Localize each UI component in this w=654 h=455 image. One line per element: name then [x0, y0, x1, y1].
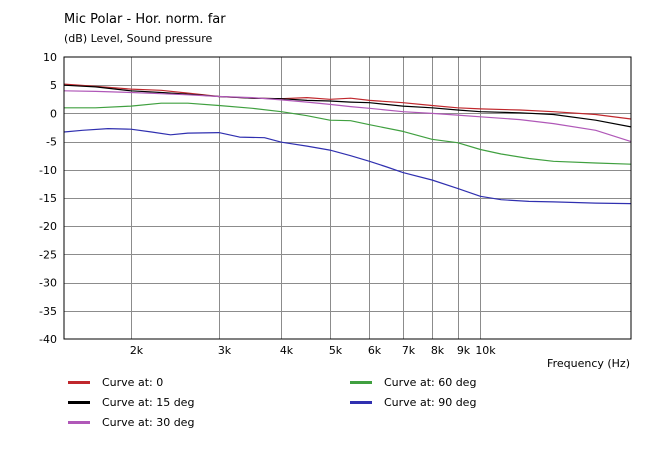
legend-label: Curve at: 15 deg [102, 396, 195, 409]
x-tick-label: 3k [218, 344, 232, 357]
x-tick-label: 6k [368, 344, 382, 357]
x-tick-label: 2k [130, 344, 144, 357]
y-tick-label: 0 [50, 107, 57, 120]
y-tick-label: -15 [39, 192, 57, 205]
legend-swatch [68, 381, 90, 384]
legend-swatch [68, 401, 90, 404]
series-line-2 [63, 84, 632, 128]
legend-label: Curve at: 30 deg [102, 416, 195, 429]
chart-title: Mic Polar - Hor. norm. far [64, 12, 226, 27]
y-tick-label: 10 [43, 51, 57, 64]
legend-label: Curve at: 60 deg [384, 376, 477, 389]
grid-layer [64, 57, 631, 339]
y-tick-label: -10 [39, 164, 57, 177]
y-tick-label: -40 [39, 333, 57, 346]
y-tick-label: -25 [39, 248, 57, 261]
legend-swatch [68, 421, 90, 424]
legend-swatch [350, 401, 372, 404]
legend-swatch [350, 381, 372, 384]
x-tick-label: 10k [475, 344, 496, 357]
x-tick-label: 8k [431, 344, 445, 357]
series-layer [63, 83, 632, 205]
legend-label: Curve at: 90 deg [384, 396, 477, 409]
x-tick-label: 7k [402, 344, 416, 357]
legend-label: Curve at: 0 [102, 376, 164, 389]
series-line-5 [63, 128, 632, 205]
series-line-4 [64, 102, 632, 165]
y-tick-label: -20 [39, 220, 57, 233]
y-tick-label: -30 [39, 277, 57, 290]
plot-frame [63, 56, 632, 340]
x-tick-label: 5k [329, 344, 343, 357]
chart-subtitle: (dB) Level, Sound pressure [64, 32, 213, 45]
series-line-3 [63, 90, 632, 143]
y-tick-label: -35 [39, 305, 57, 318]
x-tick-label: 4k [280, 344, 294, 357]
series-line-1 [63, 83, 632, 120]
y-tick-label: 5 [50, 79, 57, 92]
x-axis-label: Frequency (Hz) [547, 357, 630, 370]
x-tick-label: 9k [457, 344, 471, 357]
tick-label-layer: 10 5 0 -5 -10 -15 -20 -25 -30 -35 -40 2k 3k 4k 5k 6k 7k 8… [39, 51, 496, 357]
y-tick-label: -5 [46, 136, 57, 149]
